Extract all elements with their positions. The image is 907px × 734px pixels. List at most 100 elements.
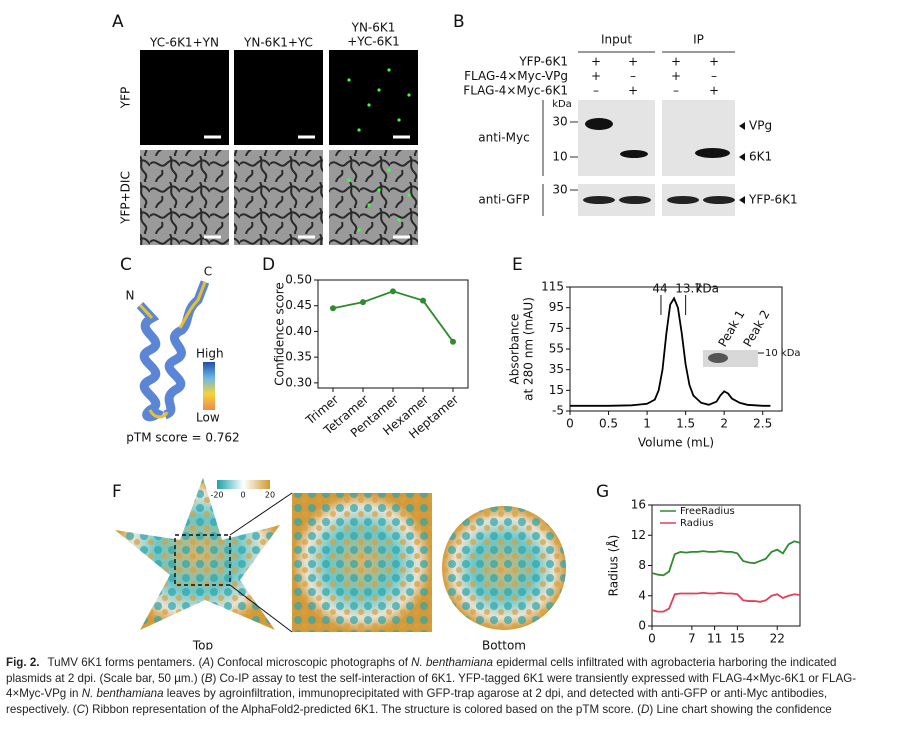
sign: – <box>593 84 599 98</box>
micrograph <box>140 150 229 245</box>
inset-marker: 10 kDa <box>765 348 801 359</box>
y-tick-label: 75 <box>549 321 564 335</box>
caption: Fig. 2. TuMV 6K1 forms pentamers. (A) Con… <box>6 655 901 717</box>
antibody: anti-GFP <box>478 193 529 207</box>
point <box>330 305 336 312</box>
mw-marker: 10 <box>552 150 567 164</box>
size-label: 13.7 <box>675 282 702 296</box>
antibody: anti-Myc <box>478 131 529 145</box>
column-header: YN-6K1+YC <box>243 36 313 50</box>
point <box>450 338 456 345</box>
fluorescence <box>387 68 391 72</box>
x-tick-label: 1 <box>643 417 651 431</box>
row-label: YFP <box>119 87 133 109</box>
fluorescence <box>367 103 371 107</box>
caption-line: respectively. (C) Ribbon representation … <box>6 702 901 718</box>
y-tick-label: 4 <box>638 588 646 602</box>
ribbon-tail <box>138 281 207 419</box>
y-tick-label: 0.50 <box>285 273 312 287</box>
ribbon <box>136 301 165 422</box>
sign: + <box>671 69 681 83</box>
inset-band <box>708 353 728 363</box>
x-tick-label: 1.5 <box>676 417 695 431</box>
point <box>360 299 366 306</box>
mw-marker: 30 <box>552 183 567 197</box>
caption-line: Fig. 2. TuMV 6K1 forms pentamers. (A) Con… <box>6 655 901 671</box>
y-tick-label: 0.40 <box>285 324 312 338</box>
size-label: 44 <box>652 282 667 296</box>
caption-text: ) Ribbon representation of the AlphaFold… <box>85 702 641 716</box>
y-axis-label: at 280 nm (mAU) <box>522 297 536 401</box>
caption-text: leaves by agroinfiltration, immunoprecip… <box>163 687 828 700</box>
arrowhead <box>739 153 745 161</box>
structure-detail <box>115 478 280 630</box>
group-label: IP <box>693 33 704 47</box>
fluorescence <box>367 203 371 207</box>
zoom-detail <box>292 493 432 632</box>
panel-label: B <box>453 12 465 32</box>
y-axis-label: Confidence score <box>273 282 287 386</box>
series-line <box>651 591 801 613</box>
fluorescence <box>357 128 361 132</box>
x-tick-label: 2.5 <box>753 417 772 431</box>
structure-detail <box>442 506 566 630</box>
series-line <box>332 290 454 343</box>
row-label: YFP+DIC <box>119 171 133 225</box>
sign: + <box>671 55 681 69</box>
caption-line: 4×Myc-VPg in N. benthamiana leaves by ag… <box>6 686 901 702</box>
panel-label: E <box>512 255 523 275</box>
y-axis-label: Absorbance <box>508 314 522 385</box>
blot <box>578 100 655 176</box>
x-tick-label: 22 <box>770 632 785 646</box>
band <box>619 196 651 204</box>
zoom-line <box>229 584 293 633</box>
fluorescence <box>397 118 401 122</box>
micrograph <box>234 50 323 145</box>
band <box>703 196 735 204</box>
x-tick-label: 7 <box>688 632 696 646</box>
caption-text: B <box>204 671 213 685</box>
score: pTM score = 0.762 <box>126 431 239 445</box>
y-tick-label: 16 <box>631 498 646 512</box>
y-tick-label: 0 <box>638 619 646 633</box>
micrograph <box>140 50 229 145</box>
caption-text: epidermal cells infiltrated with agrobac… <box>493 656 837 669</box>
arrowhead <box>739 196 745 204</box>
y-tick-label: 35 <box>549 362 564 376</box>
panel-label: F <box>112 482 122 502</box>
y-tick-label: 15 <box>549 383 564 397</box>
colorbar-tick: 20 <box>265 491 275 500</box>
x-tick-label: 0.5 <box>599 417 618 431</box>
caption-text: Fig. 2. <box>6 656 40 669</box>
colorbar-tick: -20 <box>210 491 223 500</box>
y-tick-label: -5 <box>552 404 564 418</box>
view-label: Bottom <box>482 639 526 651</box>
column-header: +YC-6K1 <box>347 35 400 49</box>
y-tick-label: 8 <box>638 558 646 572</box>
fluorescence <box>377 88 381 92</box>
column-header: YC-6K1+YN <box>149 36 219 50</box>
y-tick-label: 115 <box>541 280 564 294</box>
point <box>390 288 396 295</box>
y-tick-label: 0.35 <box>285 350 312 364</box>
sign: + <box>709 55 719 69</box>
sign: + <box>628 84 638 98</box>
x-axis-label: Volume (mL) <box>638 436 714 450</box>
plot-frame <box>317 279 469 389</box>
caption-text: N. benthamiana <box>411 656 494 669</box>
caption-text: D <box>640 702 650 716</box>
legend-label: High <box>196 347 224 361</box>
sign: – <box>673 84 679 98</box>
color-scale <box>203 362 215 410</box>
condition: YFP-6K1 <box>518 55 568 69</box>
colorbar-tick: 0 <box>240 491 245 500</box>
sign: – <box>630 69 636 83</box>
zoom-line <box>229 492 293 536</box>
x-tick-label: 11 <box>707 632 722 646</box>
y-axis-label: Radius (Å) <box>606 535 621 597</box>
series-line <box>651 540 801 577</box>
ribbon <box>162 280 210 420</box>
y-tick-label: 12 <box>631 528 646 542</box>
x-tick-label: 0 <box>648 632 656 646</box>
caption-text: respectively. ( <box>6 702 77 716</box>
